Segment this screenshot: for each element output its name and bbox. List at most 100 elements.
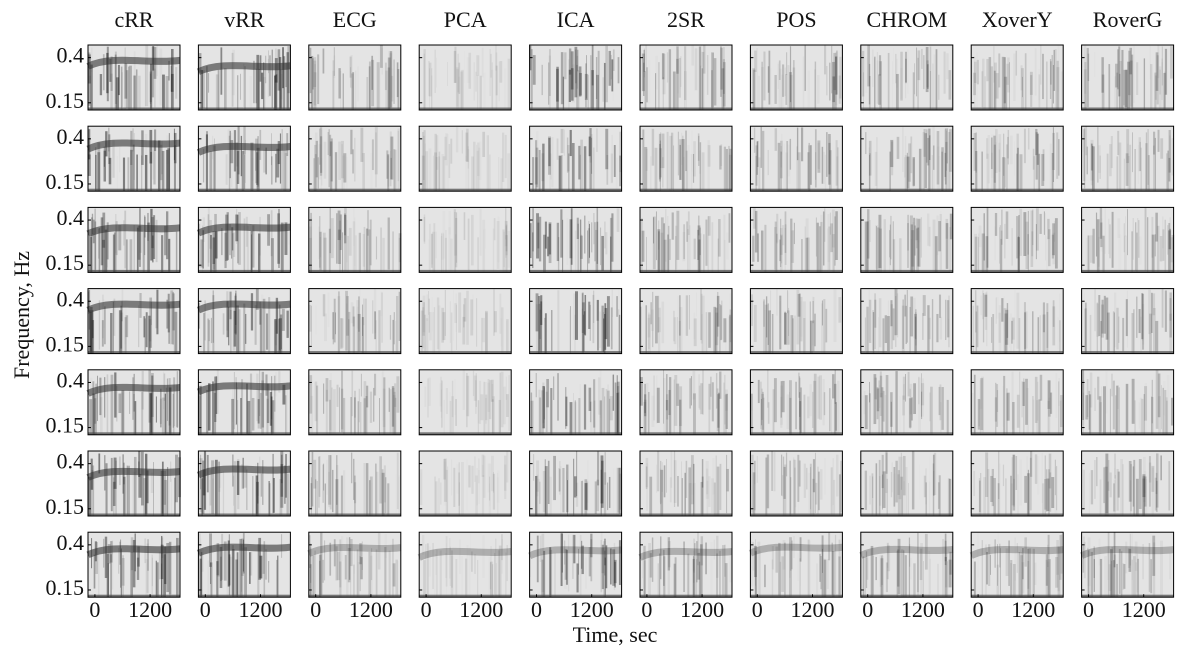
texture-streak <box>699 562 700 598</box>
texture-streak <box>1038 317 1040 353</box>
texture-streak <box>175 67 177 99</box>
texture-streak <box>273 478 275 513</box>
texture-streak <box>313 57 316 87</box>
texture-streak <box>126 239 128 272</box>
texture-streak <box>255 150 256 170</box>
texture-streak <box>337 385 339 407</box>
texture-streak <box>129 391 130 414</box>
texture-streak <box>1055 373 1057 418</box>
texture-streak <box>136 69 138 110</box>
x-tick-label: 0 <box>200 597 211 622</box>
texture-streak <box>171 479 172 516</box>
texture-streak <box>900 52 902 101</box>
texture-streak <box>659 554 660 598</box>
texture-streak <box>830 213 831 235</box>
texture-streak <box>1091 144 1093 171</box>
texture-streak <box>708 476 710 507</box>
texture-streak <box>1103 467 1104 503</box>
texture-streak <box>332 312 334 339</box>
texture-streak <box>391 69 393 98</box>
x-tick-label: 0 <box>1083 597 1094 622</box>
texture-streak <box>441 236 442 272</box>
texture-streak <box>1089 473 1090 516</box>
texture-streak <box>1098 145 1100 173</box>
texture-streak <box>778 543 780 596</box>
texture-streak <box>1091 552 1093 597</box>
texture-streak <box>1059 320 1061 353</box>
texture-streak <box>930 559 931 594</box>
texture-streak <box>562 468 564 512</box>
texture-streak <box>1003 134 1004 176</box>
x-tick-label: 0 <box>310 597 321 622</box>
x-tick-label: 1200 <box>239 597 283 622</box>
texture-streak <box>209 321 211 354</box>
texture-streak <box>201 479 203 516</box>
texture-streak <box>338 291 340 353</box>
texture-streak <box>121 67 123 110</box>
texture-streak <box>784 143 785 191</box>
texture-streak <box>976 132 977 172</box>
texture-streak <box>607 483 608 511</box>
texture-streak <box>1085 126 1087 155</box>
texture-streak <box>114 372 116 417</box>
texture-streak <box>932 299 933 353</box>
texture-streak <box>754 461 755 511</box>
texture-streak <box>606 155 608 185</box>
spectrogram-panel <box>861 289 953 354</box>
texture-streak <box>649 477 652 516</box>
texture-streak <box>936 49 938 110</box>
texture-streak <box>907 290 908 343</box>
texture-streak <box>390 389 392 435</box>
texture-streak <box>572 535 574 579</box>
texture-streak <box>210 469 212 505</box>
spectrogram-panel <box>861 207 953 272</box>
texture-streak <box>924 129 926 157</box>
texture-streak <box>435 554 436 575</box>
texture-streak <box>448 227 450 272</box>
texture-streak <box>255 305 257 345</box>
texture-streak <box>652 129 654 166</box>
texture-streak <box>590 402 591 422</box>
texture-streak <box>597 300 599 321</box>
texture-streak <box>823 299 825 353</box>
texture-streak <box>655 296 658 344</box>
texture-streak <box>370 220 372 266</box>
texture-streak <box>342 155 345 191</box>
texture-streak <box>908 372 910 397</box>
texture-streak <box>707 55 708 95</box>
x-tick-label: 0 <box>421 597 432 622</box>
texture-streak <box>422 535 424 555</box>
texture-streak <box>1108 64 1110 110</box>
texture-streak <box>831 467 833 516</box>
texture-streak <box>379 456 382 503</box>
spectrogram-panel <box>861 370 953 435</box>
texture-streak <box>720 48 722 90</box>
texture-streak <box>331 218 334 258</box>
spectrogram-panel <box>971 451 1063 516</box>
spectrogram-panel <box>1082 126 1174 191</box>
texture-streak <box>133 374 135 412</box>
texture-streak <box>726 455 727 513</box>
texture-streak <box>1035 48 1037 95</box>
texture-streak <box>785 74 787 105</box>
texture-streak <box>458 77 460 110</box>
texture-streak <box>1016 216 1018 258</box>
texture-streak <box>323 383 324 413</box>
texture-streak <box>930 71 931 110</box>
spectrogram-panel <box>530 207 622 272</box>
texture-streak <box>178 457 181 497</box>
texture-streak <box>545 466 548 516</box>
texture-streak <box>1055 218 1058 268</box>
spectrogram-panel <box>640 45 732 110</box>
spectrogram-panel <box>309 370 401 435</box>
texture-streak <box>1139 137 1141 171</box>
x-tick-label: 1200 <box>128 597 172 622</box>
texture-streak <box>535 140 537 191</box>
spectrogram-panel <box>861 532 953 597</box>
texture-streak <box>1034 156 1035 191</box>
texture-streak <box>490 562 493 598</box>
texture-streak <box>1019 459 1022 505</box>
texture-streak <box>893 48 894 84</box>
texture-streak <box>394 312 395 344</box>
texture-streak <box>831 399 832 434</box>
